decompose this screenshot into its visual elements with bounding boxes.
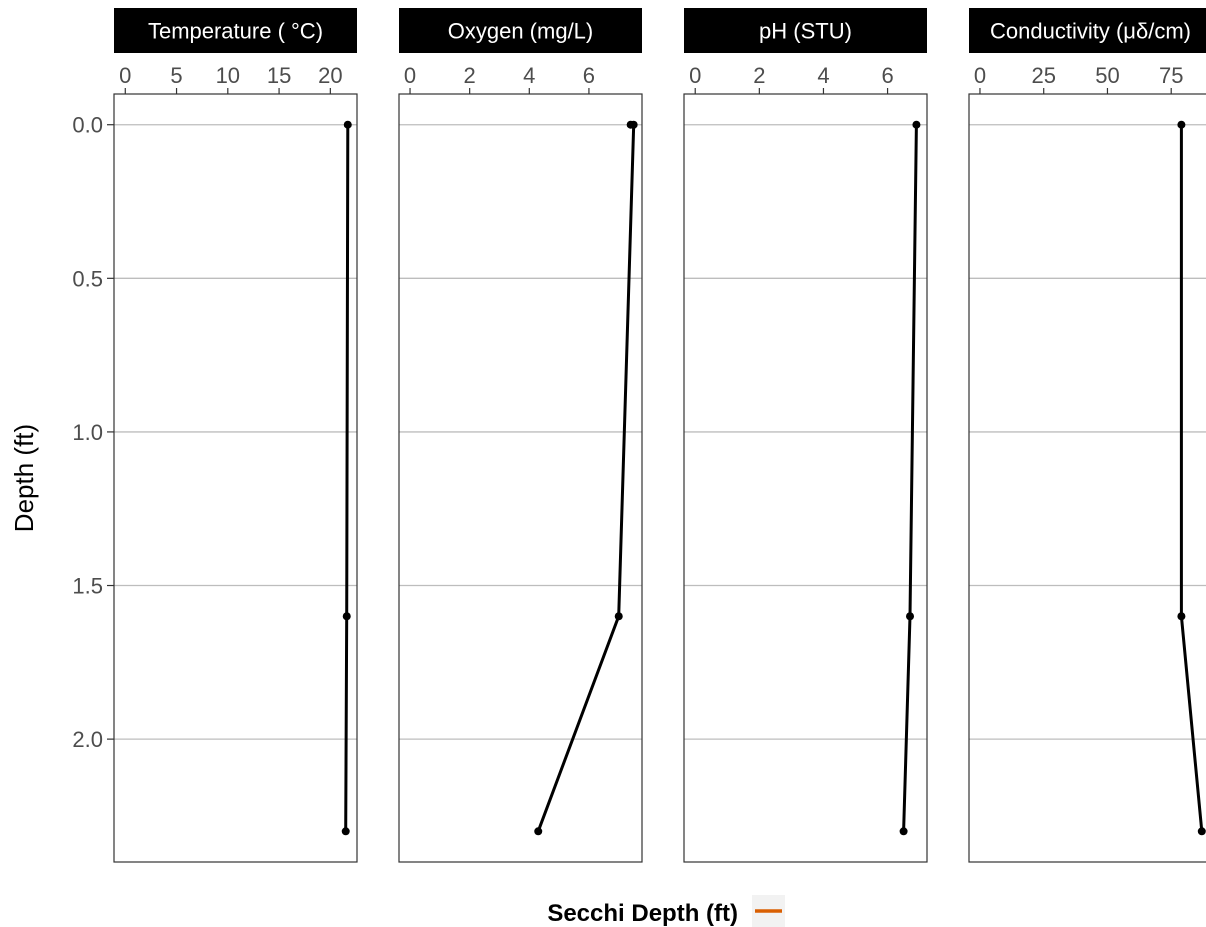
y-tick-label: 0.0 bbox=[72, 113, 103, 138]
facet-strip-label-oxygen: Oxygen (mg/L) bbox=[448, 19, 594, 44]
panel-background-temperature bbox=[114, 94, 357, 862]
x-tick-label: 20 bbox=[318, 63, 342, 88]
y-tick-label: 2.0 bbox=[72, 727, 103, 752]
facet-strip-label-temperature: Temperature ( °C) bbox=[148, 19, 323, 44]
y-tick-label: 1.5 bbox=[72, 574, 103, 599]
panel-border-ph bbox=[683, 93, 928, 863]
x-tick-label: 25 bbox=[1031, 63, 1055, 88]
facet-ph: pH (STU) 0 2 4 6 bbox=[683, 8, 928, 863]
panel-background-oxygen bbox=[399, 94, 642, 862]
x-tick-label: 6 bbox=[881, 63, 893, 88]
panel-border-temperature bbox=[113, 93, 358, 863]
x-tick-label: 4 bbox=[817, 63, 829, 88]
data-point bbox=[614, 612, 623, 621]
data-point bbox=[1177, 612, 1186, 621]
y-tick-label: 1.0 bbox=[72, 420, 103, 445]
panel-background-conductivity bbox=[969, 94, 1206, 862]
x-tick-label: 75 bbox=[1159, 63, 1183, 88]
y-tick-label: 0.5 bbox=[72, 266, 103, 291]
data-point bbox=[343, 120, 352, 129]
x-tick-label: 6 bbox=[583, 63, 595, 88]
legend-title: Secchi Depth (ft) bbox=[547, 900, 738, 927]
data-point bbox=[534, 827, 543, 836]
legend: Secchi Depth (ft) bbox=[547, 895, 785, 927]
x-tick-label: 0 bbox=[689, 63, 701, 88]
facet-strip-label-ph: pH (STU) bbox=[759, 19, 852, 44]
facet-oxygen: Oxygen (mg/L) 0 2 4 6 bbox=[398, 8, 643, 863]
x-tick-label: 10 bbox=[216, 63, 240, 88]
facet-strip-label-conductivity: Conductivity (μδ/cm) bbox=[990, 19, 1191, 44]
data-point bbox=[629, 120, 638, 129]
facet-strip-ph bbox=[684, 8, 927, 53]
data-point bbox=[1177, 120, 1186, 129]
panel-background-ph bbox=[684, 94, 927, 862]
facet-strip-temperature bbox=[114, 8, 357, 53]
data-point bbox=[912, 120, 921, 129]
facet-conductivity: Conductivity (μδ/cm)0 25 50 75 bbox=[968, 8, 1206, 863]
panel-border-conductivity bbox=[968, 93, 1206, 863]
data-point bbox=[342, 612, 351, 621]
x-tick-label: 50 bbox=[1095, 63, 1119, 88]
facet-temperature: Temperature ( °C) 0 5 10 15 20 bbox=[113, 8, 358, 863]
x-tick-label: 2 bbox=[753, 63, 765, 88]
facet-strip-oxygen bbox=[399, 8, 642, 53]
x-tick-label: 15 bbox=[267, 63, 291, 88]
data-point bbox=[899, 827, 908, 836]
data-point bbox=[906, 612, 915, 621]
x-tick-label: 0 bbox=[974, 63, 986, 88]
facet-strip-conductivity bbox=[969, 8, 1206, 53]
x-tick-label: 2 bbox=[464, 63, 476, 88]
x-tick-label: 4 bbox=[523, 63, 535, 88]
x-tick-label: 5 bbox=[170, 63, 182, 88]
panel-border-oxygen bbox=[398, 93, 643, 863]
data-point bbox=[341, 827, 350, 836]
y-axis-title: Depth (ft) bbox=[9, 424, 39, 532]
y-axis: 0.0 0.5 1.0 1.5 2.0 Depth (ft) bbox=[9, 113, 114, 752]
data-point bbox=[1197, 827, 1206, 836]
x-tick-label: 0 bbox=[404, 63, 416, 88]
x-tick-label: 0 bbox=[119, 63, 131, 88]
